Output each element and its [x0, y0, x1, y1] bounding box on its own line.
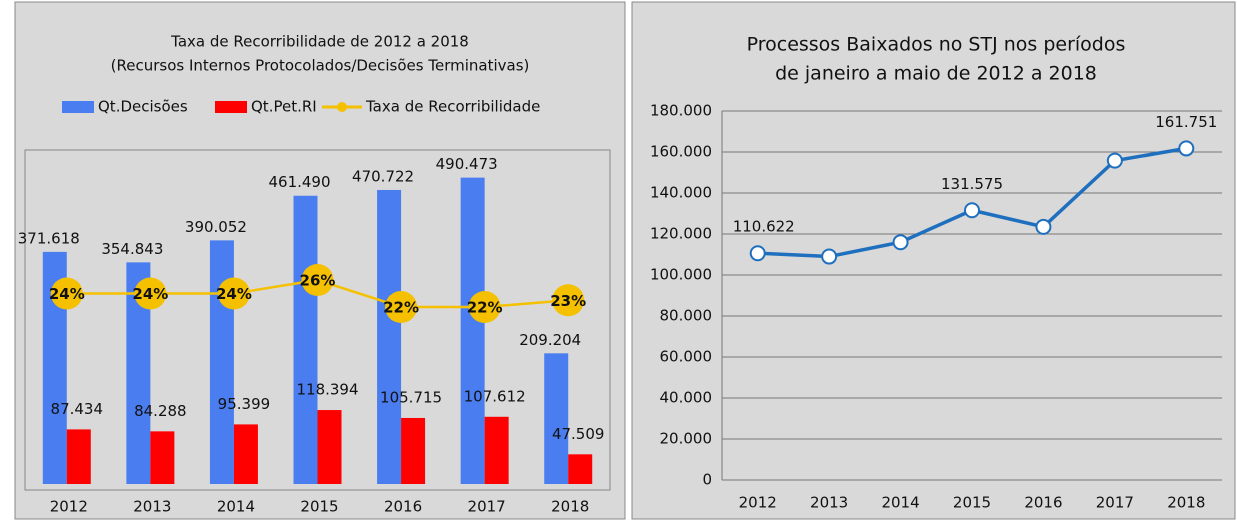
line-marker — [134, 277, 167, 310]
chart-title: Processos Baixados no STJ nos períodos — [747, 34, 1126, 56]
data-label: 131.575 — [941, 175, 1003, 193]
line-marker — [749, 245, 766, 262]
x-tick-label: 2016 — [384, 498, 422, 516]
bar — [568, 454, 593, 484]
y-tick-label: 0 — [702, 471, 712, 489]
data-label: 354.843 — [101, 240, 163, 258]
line-marker — [1178, 140, 1195, 157]
line-marker — [385, 291, 418, 323]
line-marker — [552, 284, 585, 317]
data-label: 47.509 — [552, 425, 605, 443]
data-label: 22% — [467, 299, 503, 317]
chart-title: Taxa de Recorribilidade de 2012 a 2018 — [170, 33, 469, 51]
data-label: 95.399 — [218, 395, 271, 413]
line-marker — [821, 248, 838, 265]
y-tick-label: 180.000 — [650, 102, 712, 120]
data-label: 24% — [216, 285, 252, 303]
line-marker — [964, 202, 980, 219]
line-marker — [1035, 218, 1052, 235]
bar — [544, 353, 569, 484]
data-label: 84.288 — [134, 402, 187, 420]
y-tick-label: 100.000 — [650, 266, 712, 284]
bar — [66, 429, 91, 484]
chart-subtitle: (Recursos Internos Protocolados/Decisões… — [111, 57, 530, 75]
y-tick-label: 160.000 — [650, 143, 712, 161]
legend-label: Qt.Pet.RI — [251, 98, 317, 116]
legend-swatch — [62, 101, 94, 113]
legend-marker — [337, 102, 347, 112]
y-tick-label: 40.000 — [660, 389, 713, 407]
y-tick-label: 140.000 — [650, 184, 712, 202]
x-tick-label: 2018 — [551, 498, 589, 516]
y-tick-label: 120.000 — [650, 225, 712, 243]
data-label: 390.052 — [185, 218, 247, 236]
legend-swatch — [215, 101, 247, 113]
y-tick-label: 20.000 — [660, 430, 713, 448]
y-tick-label: 60.000 — [660, 348, 713, 366]
x-tick-label: 2015 — [300, 498, 338, 516]
x-tick-label: 2014 — [217, 498, 255, 516]
line-marker — [892, 234, 909, 251]
x-tick-label: 2017 — [468, 498, 506, 516]
x-tick-label: 2015 — [953, 494, 991, 512]
data-label: 87.434 — [51, 400, 104, 418]
x-tick-label: 2018 — [1167, 494, 1205, 512]
data-label: 22% — [383, 299, 419, 317]
bar — [460, 177, 485, 485]
data-label: 490.473 — [436, 155, 498, 173]
data-label: 24% — [132, 285, 168, 303]
data-label: 105.715 — [380, 388, 442, 406]
bar — [377, 189, 402, 485]
x-tick-label: 2013 — [810, 494, 848, 512]
y-tick-label: 80.000 — [660, 307, 713, 325]
data-label: 26% — [300, 272, 336, 290]
bar — [293, 195, 318, 484]
data-label: 23% — [550, 292, 586, 310]
x-tick-label: 2012 — [739, 494, 777, 512]
x-tick-label: 2012 — [50, 498, 88, 516]
x-tick-label: 2016 — [1024, 494, 1062, 512]
legend-label: Taxa de Recorribilidade — [365, 98, 540, 116]
x-tick-label: 2013 — [133, 498, 171, 516]
line-marker — [1106, 152, 1123, 169]
data-label: 24% — [49, 285, 85, 303]
data-label: 470.722 — [352, 167, 414, 185]
data-label: 161.751 — [1155, 113, 1217, 131]
data-label: 461.490 — [268, 173, 330, 191]
bar — [317, 410, 342, 484]
line-marker — [301, 264, 334, 296]
line-marker — [217, 277, 250, 310]
bar — [209, 240, 234, 484]
line-marker — [50, 277, 83, 310]
chart-title: de janeiro a maio de 2012 a 2018 — [775, 63, 1097, 85]
x-tick-label: 2017 — [1096, 494, 1134, 512]
line-marker — [468, 291, 501, 323]
legend-label: Qt.Decisões — [98, 98, 188, 116]
x-tick-label: 2014 — [881, 494, 919, 512]
bar — [401, 417, 426, 484]
data-label: 110.622 — [733, 218, 795, 236]
data-label: 209.204 — [519, 331, 581, 349]
data-label: 371.618 — [18, 229, 80, 247]
bar — [484, 416, 509, 484]
data-label: 118.394 — [296, 381, 358, 399]
bar — [233, 424, 258, 484]
data-label: 107.612 — [464, 387, 526, 405]
right-panel — [631, 1, 1236, 520]
bar — [150, 431, 175, 484]
